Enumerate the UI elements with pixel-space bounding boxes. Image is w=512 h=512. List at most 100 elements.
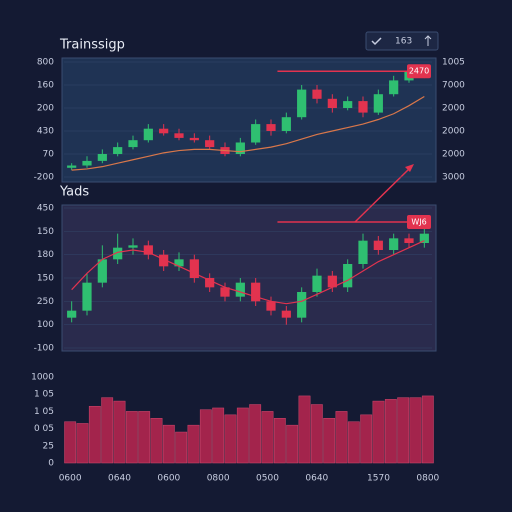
candle-body (235, 282, 245, 297)
arrow-head (405, 164, 414, 172)
volume-bar (409, 397, 422, 464)
volume-bar (125, 411, 138, 464)
panel-title: Yads (59, 185, 89, 200)
sort-icon[interactable] (424, 35, 432, 46)
volume-bar (162, 424, 175, 464)
y2-tick-label: 2000 (442, 104, 465, 114)
volume-bar (372, 400, 385, 464)
y-tick-label: -200 (34, 173, 55, 183)
volume-bar (64, 421, 77, 464)
volume-bar (421, 395, 434, 464)
volume-bar (199, 409, 212, 464)
check-icon[interactable] (371, 37, 382, 46)
candle-body (358, 240, 368, 264)
y-tick-label: 180 (37, 250, 54, 260)
candle-body (97, 154, 107, 161)
volume-bar (212, 407, 225, 464)
toolbar[interactable]: 163 (365, 31, 439, 51)
candle-body (312, 89, 322, 99)
y-tick-label: 100 (37, 320, 54, 330)
y2-tick-label: 2000 (442, 150, 465, 160)
candle-body (373, 94, 383, 113)
x-tick-label: 0800 (416, 474, 439, 484)
candle-body (266, 124, 276, 131)
moving-average (71, 95, 425, 171)
volume-bar (335, 411, 348, 464)
x-tick-label: 1570 (367, 474, 390, 484)
x-tick-label: 0600 (59, 474, 82, 484)
toolbar-value: 163 (395, 37, 412, 47)
y2-tick-label: 2000 (442, 127, 465, 137)
volume-bar (150, 418, 163, 464)
candle-body (327, 98, 337, 108)
y-tick-label: 0 (48, 459, 54, 469)
candle-body (373, 240, 383, 250)
volume-bar (273, 418, 286, 464)
candle-body (358, 101, 368, 113)
volume-bar (113, 400, 126, 464)
candle-body (174, 133, 184, 138)
volume-bar (236, 407, 249, 464)
price-badge (407, 64, 431, 79)
y-tick-label: 25 (43, 441, 54, 451)
volume-bar (323, 418, 336, 464)
y-tick-label: 200 (37, 104, 54, 114)
candle-body (128, 140, 138, 148)
candle-body (266, 301, 276, 311)
y2-tick-label: 1005 (442, 58, 465, 68)
x-tick-label: 0800 (207, 474, 230, 484)
candle-body (419, 233, 429, 243)
candle-body (343, 264, 353, 288)
volume-bar (138, 411, 151, 464)
y2-tick-label: 3000 (442, 173, 465, 183)
candle-body (82, 160, 92, 166)
y2-tick-label: 7000 (442, 81, 465, 91)
candle-body (251, 282, 261, 302)
y-tick-label: -100 (34, 344, 55, 354)
candle-body (297, 292, 307, 318)
candle-body (235, 142, 245, 154)
candle-body (343, 101, 353, 108)
y-tick-label: 250 (37, 297, 54, 307)
volume-bar (175, 431, 188, 464)
volume-bar (347, 421, 360, 464)
y-tick-label: 160 (37, 81, 54, 91)
volume-bar (310, 404, 323, 464)
moving-average (71, 240, 425, 305)
candle-body (174, 259, 184, 267)
candle-body (113, 147, 123, 154)
candle-body (159, 128, 169, 134)
candle-body (205, 278, 215, 288)
candle-body (389, 80, 399, 95)
y-tick-label: 150 (37, 274, 54, 284)
y-tick-label: 450 (37, 204, 54, 214)
x-tick-label: 0640 (108, 474, 131, 484)
y-tick-label: 800 (37, 58, 54, 68)
volume-bar (384, 399, 397, 464)
volume-bar (101, 397, 114, 464)
volume-bar (224, 414, 237, 464)
y-tick-label: 150 (37, 227, 54, 237)
candle-body (143, 245, 153, 255)
toolbar-box (365, 31, 439, 51)
volume-bar (249, 404, 262, 464)
candle-body (251, 124, 261, 143)
candle-body (113, 247, 123, 260)
candle-body (67, 165, 77, 168)
candle-body (189, 137, 199, 141)
candle-body (205, 140, 215, 148)
candle-body (404, 238, 414, 243)
price-badge-label: 2470 (409, 67, 429, 76)
y-tick-label: 0 05 (34, 424, 54, 434)
y-tick-label: 430 (37, 127, 54, 137)
candle-body (143, 128, 153, 141)
volume-bar (397, 397, 410, 464)
candle-body (159, 254, 169, 267)
volume-bar (286, 424, 299, 464)
panel-title: Trainssigp (59, 38, 125, 53)
volume-bar (88, 405, 101, 464)
price-badge-label: WJ6 (411, 218, 426, 227)
candle-body (220, 287, 230, 297)
candle-body (82, 282, 92, 311)
